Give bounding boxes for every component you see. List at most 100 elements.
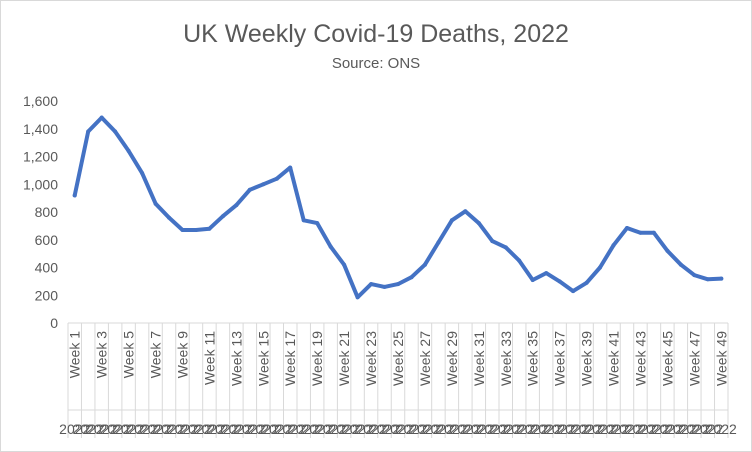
x-group-label: 2022 — [86, 421, 117, 437]
data-point — [598, 265, 602, 270]
data-point — [194, 228, 198, 232]
data-point — [436, 240, 441, 245]
x-group-label: 2022 — [248, 421, 279, 437]
x-tick-label: Week 27 — [417, 331, 433, 386]
data-point — [207, 226, 212, 231]
x-tick-label: Week 17 — [282, 331, 298, 386]
x-group-label: 2022 — [355, 421, 386, 437]
x-tick-label: Week 45 — [659, 331, 675, 386]
data-point — [396, 282, 400, 287]
data-point — [463, 209, 468, 214]
x-group-label: 2022 — [490, 421, 521, 437]
data-point — [261, 182, 266, 187]
data-point — [274, 176, 279, 181]
x-tick-label: Week 47 — [686, 331, 702, 386]
y-tick-label: 1,200 — [23, 149, 58, 165]
x-group-label: 2022 — [558, 421, 589, 437]
data-point — [719, 276, 724, 281]
data-point — [113, 129, 118, 134]
data-point — [409, 275, 414, 280]
x-tick-label: Week 3 — [94, 331, 110, 378]
data-point — [638, 230, 643, 235]
data-point — [557, 279, 562, 284]
data-point — [99, 115, 104, 120]
x-group-label: 2022 — [571, 421, 602, 437]
x-group-label: 2022 — [652, 421, 683, 437]
x-group-label: 2022 — [665, 421, 696, 437]
x-group-label: 2022 — [261, 421, 292, 437]
data-point — [328, 244, 333, 249]
x-group-label: 2022 — [638, 421, 669, 437]
x-tick-label: Week 29 — [444, 331, 460, 386]
x-group-label: 2022 — [409, 421, 440, 437]
x-tick-label: Week 31 — [471, 331, 487, 386]
data-point — [315, 221, 320, 226]
x-group-label: 2022 — [544, 421, 575, 437]
y-tick-label: 1,600 — [23, 93, 58, 109]
data-point — [490, 239, 495, 244]
x-tick-label: Week 7 — [148, 331, 164, 378]
x-group-label: 2022 — [302, 421, 333, 437]
x-group-label: 2022 — [598, 421, 629, 437]
data-point — [584, 280, 589, 285]
x-group-label: 2022 — [692, 421, 723, 437]
data-point — [625, 226, 629, 230]
x-tick-label: Week 37 — [552, 331, 568, 386]
data-point — [153, 201, 158, 206]
x-group-label: 2022 — [477, 421, 508, 437]
x-group-label: 2022 — [113, 421, 144, 437]
y-tick-label: 600 — [35, 232, 59, 248]
data-point — [705, 277, 710, 282]
data-point — [288, 165, 293, 170]
x-group-label: 2022 — [153, 421, 184, 437]
x-group-label: 2022 — [611, 421, 642, 437]
data-point — [651, 230, 656, 235]
data-point — [611, 243, 616, 248]
data-point — [382, 284, 387, 289]
data-point — [180, 228, 185, 232]
x-group-label: 2022 — [315, 421, 346, 437]
x-tick-label: Week 39 — [579, 331, 595, 386]
x-tick-label: Week 33 — [498, 331, 514, 386]
x-axis: Week 1 Week 3 Week 5 Week 7 Week 9 Week 11 Wee… — [59, 322, 737, 438]
x-group-label: 2022 — [221, 421, 252, 437]
x-group-label: 2022 — [463, 421, 494, 437]
x-tick-label: Week 21 — [336, 331, 352, 386]
data-point — [355, 295, 360, 300]
x-group-label: 2022 — [436, 421, 467, 437]
data-point — [220, 214, 225, 219]
y-axis: 0 200 400 600 800 1,000 1,200 1,400 1,600 — [23, 93, 58, 331]
x-tick-label: Week 43 — [632, 331, 648, 386]
x-group-label: 2022 — [531, 421, 562, 437]
y-tick-label: 1,400 — [23, 121, 58, 137]
x-group-label: 2022 — [73, 421, 104, 437]
x-group-label: 2022 — [275, 421, 306, 437]
y-tick-label: 1,000 — [23, 176, 58, 192]
data-point — [544, 271, 549, 276]
data-point — [476, 221, 481, 226]
x-tick-label: Week 35 — [525, 331, 541, 386]
x-tick-label: Week 1 — [67, 331, 83, 378]
x-group-label: 2022 — [584, 421, 615, 437]
data-point — [234, 203, 239, 208]
data-point — [86, 129, 91, 134]
series-line — [72, 115, 724, 300]
data-point — [449, 218, 454, 223]
x-group-label: 2022 — [329, 421, 360, 437]
x-tick-label: Week 19 — [309, 331, 325, 386]
data-point — [503, 245, 508, 250]
chart-subtitle: Source: ONS — [331, 55, 421, 72]
x-group-label: 2022 — [396, 421, 427, 437]
x-group-label: 2022 — [706, 421, 737, 437]
x-tick-label: Week 23 — [363, 331, 379, 386]
data-point — [342, 262, 347, 267]
data-point — [369, 282, 374, 287]
data-point — [665, 248, 670, 253]
x-tick-label: Week 49 — [713, 331, 729, 386]
x-group-label: 2022 — [369, 421, 400, 437]
data-point — [571, 289, 576, 294]
data-point — [126, 148, 131, 153]
x-tick-label: Week 41 — [606, 331, 622, 386]
